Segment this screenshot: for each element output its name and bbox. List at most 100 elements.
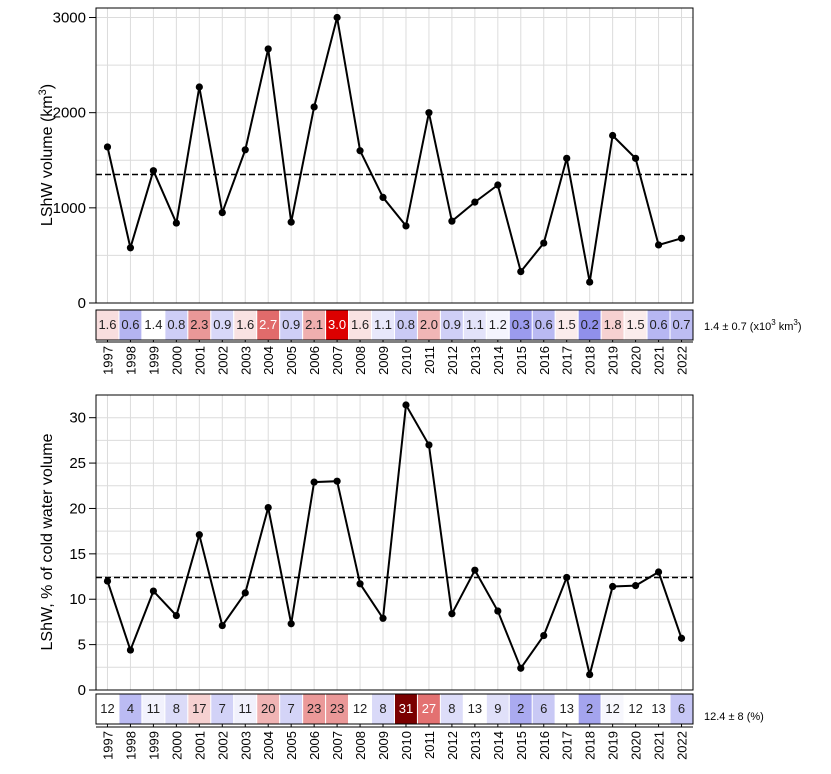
data-point [241, 589, 249, 597]
data-point [103, 143, 112, 151]
data-point [677, 234, 686, 242]
data-point [172, 611, 180, 620]
x-tick-label: 2003 [238, 731, 253, 760]
value-cell-label: 1.4 [144, 317, 162, 332]
value-cell-label: 7 [219, 701, 226, 716]
value-cell-label: 11 [147, 701, 161, 716]
value-cell-label: 13 [559, 701, 573, 716]
data-point [517, 267, 525, 276]
data-point [609, 582, 617, 591]
data-point [402, 401, 410, 409]
y-tick-label: 0 [78, 682, 86, 699]
x-tick-label: 2002 [215, 731, 230, 760]
y-tick-label: 30 [69, 410, 86, 427]
x-tick-label: 2005 [284, 731, 299, 760]
data-point [677, 634, 686, 642]
y-axis-label-end: ) [39, 84, 56, 89]
series-line [106, 401, 683, 675]
value-table: 1.6 0.6 1.4 0.8 2.3 0.9 1.6 2.7 0.9 2.1 3.0 1.6 1.1 0… [95, 309, 694, 341]
data-point [425, 441, 433, 449]
value-cell-label: 2.0 [420, 317, 438, 332]
value-cell-label: 1.5 [558, 317, 576, 332]
data-point [425, 109, 433, 117]
x-tick-label: 1997 [100, 731, 115, 760]
x-tick-label: 2004 [261, 731, 276, 760]
value-cell-label: 2 [586, 701, 593, 716]
x-tick-label: 2000 [169, 346, 184, 375]
x-tick-label: 2001 [192, 731, 207, 760]
data-point [195, 83, 203, 91]
summary-text: km [776, 321, 794, 333]
value-cell-label: 1.5 [627, 317, 645, 332]
x-tick-label: 2013 [468, 346, 483, 375]
y-tick-label: 5 [78, 637, 86, 654]
x-tick-label: 2002 [215, 346, 230, 375]
data-point [563, 154, 571, 162]
plot-frame [95, 394, 694, 691]
data-point [563, 573, 571, 582]
value-cell-label: 1.6 [351, 317, 369, 332]
x-tick-label: 2016 [537, 346, 552, 375]
x-tick-label: 2014 [491, 731, 506, 760]
value-cell-label: 2.1 [305, 317, 323, 332]
value-cell-label: 12 [605, 701, 619, 716]
value-cell-label: 1.2 [489, 317, 507, 332]
data-point [494, 181, 502, 189]
summary-text: 1.4 ± 0.7 (x10 [704, 321, 771, 333]
x-tick-label: 2012 [445, 731, 460, 760]
value-cell-label: 0.6 [535, 317, 553, 332]
y-tick-label: 1000 [53, 200, 86, 217]
x-tick-label: 2021 [652, 346, 667, 375]
x-tick-label: 2014 [491, 346, 506, 375]
value-cell-label: 0.9 [282, 317, 300, 332]
value-cell-label: 8 [173, 701, 180, 716]
x-tick-label: 2010 [399, 731, 414, 760]
data-point [494, 607, 502, 615]
data-point [609, 131, 617, 140]
value-cell-label: 0.2 [581, 317, 599, 332]
value-cell-label: 0.6 [121, 317, 139, 332]
data-point [287, 620, 295, 628]
data-point [654, 568, 663, 576]
data-point [172, 219, 180, 227]
value-cell-label: 9 [494, 701, 501, 716]
x-tick-label: 1997 [100, 346, 115, 375]
y-axis-label: LShW, % of cold water volume [39, 433, 56, 650]
x-tick-label: 2021 [652, 731, 667, 760]
x-tick-label: 2006 [307, 731, 322, 760]
grid [96, 394, 693, 691]
x-tick-label: 2001 [192, 346, 207, 375]
y-axis-label: LShW volume (km3) [37, 84, 56, 226]
summary-superscript: 3 [771, 318, 776, 327]
value-cell-label: 27 [422, 701, 436, 716]
data-point [333, 13, 341, 22]
x-tick-label: 2009 [376, 346, 391, 375]
value-cell-label: 17 [192, 701, 206, 716]
x-tick-label: 2018 [583, 346, 598, 375]
value-cell-label: 0.8 [397, 317, 415, 332]
data-point [264, 45, 272, 53]
data-point [448, 610, 456, 618]
value-cell-label: 6 [540, 701, 547, 716]
data-point [103, 577, 112, 585]
value-cell-label: 1.1 [374, 317, 392, 332]
value-cell-label: 20 [261, 701, 275, 716]
y-axis-label-superscript: 3 [37, 89, 49, 95]
x-tick-label: 2007 [330, 346, 345, 375]
value-cell-label: 7 [288, 701, 295, 716]
x-tick-label: 2006 [307, 346, 322, 375]
value-cell-label: 13 [468, 701, 482, 716]
data-point [586, 670, 594, 679]
data-point [149, 587, 158, 595]
y-tick-label: 2000 [53, 105, 86, 122]
summary-label: 12.4 ± 8 (%) [704, 711, 764, 723]
data-point [149, 167, 158, 175]
value-cell-label: 8 [448, 701, 455, 716]
data-point [356, 580, 364, 588]
x-tick-label: 2019 [606, 346, 621, 375]
x-tick-label: 2003 [238, 346, 253, 375]
summary-superscript: 3 [793, 318, 798, 327]
value-cell-label: 0.3 [512, 317, 530, 332]
value-cell-label: 12 [353, 701, 367, 716]
